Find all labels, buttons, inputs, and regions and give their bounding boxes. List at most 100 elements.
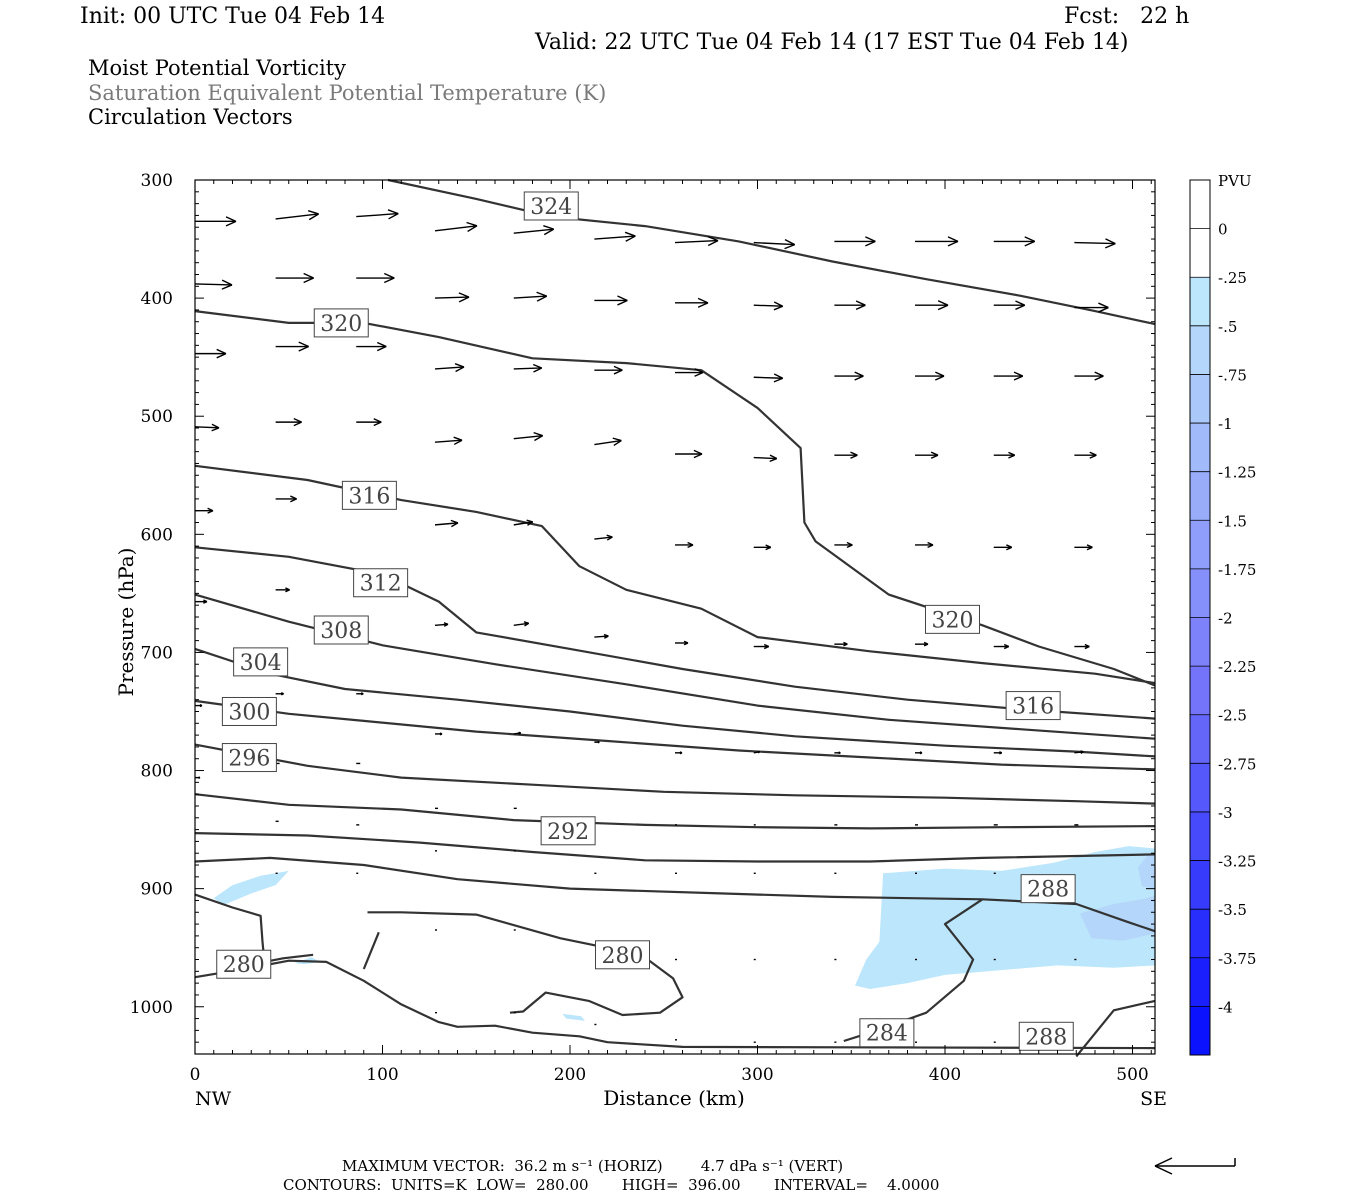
svg-text:316: 316 [348,484,390,509]
contour-label-324-0: 324 [523,191,579,221]
colorbar-label-8: -2 [1218,610,1233,628]
colorbar-swatch-14 [1190,860,1210,910]
contour-label-288-15: 288 [1018,1021,1074,1051]
colorbar-label-5: -1.25 [1218,464,1256,482]
svg-text:320: 320 [932,608,974,633]
contour-288-10 [194,856,1156,933]
contour-324-0 [387,178,1156,326]
pv-region-0 [213,870,289,906]
contour-label-288-11: 288 [1020,874,1076,904]
circulation-vector-77 [675,751,683,755]
circulation-vector-53 [675,541,694,549]
circulation-vector-58 [1074,544,1093,551]
contour-labels: 324 320 316 312 308 304 300 296 292 320 316 288 280 2… [216,191,1076,1051]
contour-280-12 [194,959,1156,1050]
contour-label-316-10: 316 [1005,691,1061,721]
svg-text:300: 300 [228,700,270,725]
circulation-vector-46 [993,451,1016,459]
colorbar-label-15: -3.75 [1218,950,1256,968]
circulation-vector-14 [356,272,395,284]
circulation-vector-57 [993,544,1013,551]
circulation-vector-25 [275,341,309,352]
field-label-theta-es: Saturation Equivalent Potential Temperat… [88,81,607,105]
colorbar-swatch-15 [1190,909,1210,959]
theta-es-contours [194,178,1156,1058]
y-tick-label-900: 900 [141,880,173,900]
circulation-vector-78 [753,750,761,754]
max-vector-info: MAXIMUM VECTOR: 36.2 m s⁻¹ (HORIZ) 4.7 d… [342,1157,844,1175]
x-tick-label-200: 200 [554,1065,586,1085]
colorbar-swatch-3 [1190,325,1210,375]
axes: 300 400 500 600 700 800 900 1000 0 100 200 300 400 50… [130,171,1155,1085]
circulation-vector-45 [915,451,939,459]
contour-296-7 [194,743,1156,805]
circulation-vector-37 [275,417,302,427]
y-tick-label-1000: 1000 [130,998,173,1018]
colorbar-swatch-8 [1190,568,1210,618]
field-label-mpv: Moist Potential Vorticity [88,56,346,80]
circulation-vector-31 [753,373,784,383]
circulation-vector-27 [434,363,465,373]
colorbar-label-0: 0 [1218,221,1228,239]
y-tick-label-300: 300 [141,171,173,191]
circulation-vector-71 [195,703,203,708]
circulation-vector-23 [1074,302,1109,313]
circulation-vector-65 [675,640,689,646]
circulation-vector-83 [195,776,201,779]
contour-label-296-7: 296 [221,743,277,773]
circulation-vector-2 [356,209,399,220]
contour-316-2 [194,464,1156,685]
svg-text:288: 288 [1027,878,1069,903]
circulation-vector-66 [753,643,770,650]
colorbar-swatch-12 [1190,763,1210,813]
colorbar-swatch-6 [1190,471,1210,521]
colorbar-label-10: -2.5 [1218,707,1247,725]
y-tick-label-600: 600 [141,525,173,545]
valid-time: Valid: 22 UTC Tue 04 Feb 14 (17 EST Tue … [535,30,1129,55]
circulation-vector-17 [594,295,628,306]
circulation-vector-11 [1074,238,1116,249]
contour-label-292-8: 292 [540,816,596,846]
colorbar-swatch-16 [1190,957,1210,1007]
right-endpoint-label: SE [1140,1088,1167,1110]
circulation-vectors [194,209,1116,1043]
pv-region-2 [855,846,1155,989]
colorbar-swatch-1 [1190,228,1210,278]
circulation-vector-70 [1074,643,1090,650]
circulation-vector-20 [834,300,866,311]
y-tick-label-700: 700 [141,643,173,663]
x-tick-label-400: 400 [929,1065,961,1085]
svg-text:316: 316 [1012,695,1054,720]
circulation-vector-59 [195,599,208,604]
svg-text:292: 292 [547,820,589,845]
colorbar-swatch-13 [1190,811,1210,861]
left-endpoint-label: NW [195,1088,232,1110]
colorbar-label-6: -1.5 [1218,512,1247,530]
circulation-vector-41 [594,437,622,446]
circulation-vector-56 [915,541,934,549]
circulation-vector-68 [915,641,929,647]
forecast-hour: Fcst: 22 h [1064,4,1190,29]
svg-text:280: 280 [602,944,644,969]
circulation-vector-34 [993,371,1024,381]
pv-region-4 [1138,854,1155,889]
x-tick-label-300: 300 [741,1065,773,1085]
colorbar-label-13: -3.25 [1218,853,1256,871]
contour-290-9 [194,832,1156,863]
circulation-vector-0 [195,216,237,227]
circulation-vector-60 [275,587,290,593]
x-tick-label-0: 0 [190,1065,201,1085]
circulation-vector-29 [594,365,623,375]
colorbar-label-3: -.75 [1218,366,1247,384]
circulation-vector-42 [675,449,703,459]
colorbar-label-11: -2.75 [1218,755,1256,773]
circulation-vector-36 [194,423,220,432]
colorbar-swatch-0 [1190,180,1210,230]
circulation-vector-74 [435,732,443,736]
circulation-vector-54 [753,544,772,551]
circulation-vector-67 [834,641,848,647]
circulation-vector-38 [356,418,382,427]
svg-text:320: 320 [320,312,362,337]
contour-info: CONTOURS: UNITS=K LOW= 280.00 HIGH= 396.… [283,1176,940,1194]
colorbar-swatch-2 [1190,277,1210,327]
